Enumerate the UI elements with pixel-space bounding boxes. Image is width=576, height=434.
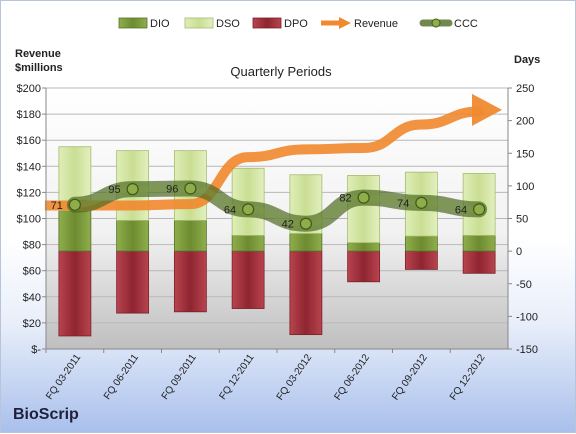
ccc-point [357, 191, 370, 204]
legend-swatch [252, 17, 282, 29]
x-tick-label: FQ 03-2012 [275, 352, 315, 402]
bar-dpo [289, 250, 323, 336]
x-tick-label: FQ 12-2011 [217, 352, 256, 402]
y-right-tick-label: 50 [516, 214, 528, 226]
y-left-tick-label: $200 [17, 83, 41, 95]
ccc-point [242, 203, 255, 216]
y-left-tick-label: $80 [23, 240, 41, 252]
bar-dio [347, 242, 381, 252]
y-left-tick-label: $40 [23, 292, 41, 304]
bar-dio [289, 233, 323, 252]
ccc-data-label: 64 [455, 204, 467, 216]
bar-dpo [404, 250, 438, 270]
y-left-tick-label: $60 [23, 266, 41, 278]
bar-dpo [462, 250, 496, 274]
ccc-point [415, 196, 428, 209]
y-right-tick-label: -50 [516, 279, 532, 291]
bar-dio [462, 235, 496, 252]
ccc-data-label: 95 [108, 184, 120, 196]
legend-swatch [118, 17, 148, 29]
y-left-tick-label: $100 [17, 214, 41, 226]
y-axis-left-label-line: Revenue [15, 48, 61, 60]
x-tick-label: FQ 09-2011 [160, 352, 199, 402]
bar-dpo [231, 250, 265, 309]
legend-label: DPO [284, 18, 308, 30]
legend-label: DIO [150, 18, 170, 30]
chart-title: Quarterly Periods [230, 64, 332, 79]
y-axis-left-label: Revenue $millions [15, 48, 63, 74]
x-tick-label: FQ 09-2012 [390, 352, 430, 402]
y-left-tick-label: $120 [17, 187, 41, 199]
bar-dpo [116, 250, 150, 314]
bar-dpo [173, 250, 207, 313]
y-right-tick-label: 250 [516, 83, 534, 95]
ccc-point [184, 182, 197, 195]
y-right-tick-label: 0 [516, 246, 522, 258]
legend-swatch [184, 17, 214, 29]
ccc-data-label: 74 [397, 198, 409, 210]
bar-dio [58, 210, 92, 252]
legend-swatch [339, 17, 351, 29]
y-right-tick-label: -100 [516, 311, 538, 323]
y-right-tick-label: 100 [516, 181, 534, 193]
ccc-data-label: 82 [339, 193, 351, 205]
y-right-tick-label: 150 [516, 148, 534, 160]
legend-swatch [431, 18, 441, 28]
y-right-tick-label: 200 [516, 116, 534, 128]
y-left-tick-label: $140 [17, 161, 41, 173]
x-tick-label: FQ 03-2011 [44, 352, 83, 402]
legend: DIO DSO DPO Revenue CCC [118, 17, 478, 30]
bar-dio [231, 235, 265, 252]
ccc-line-highlight [71, 185, 483, 227]
lines-layer: 71 95 96 64 42 82 74 64 [44, 93, 502, 232]
legend-label: DSO [216, 18, 240, 30]
y-axis-right-label: Days [514, 54, 540, 66]
revenue-line [44, 106, 485, 211]
ccc-data-label: 64 [224, 204, 236, 216]
legend-label: CCC [454, 18, 478, 30]
ccc-data-label: 42 [282, 219, 294, 231]
ccc-data-label: 71 [51, 200, 63, 212]
ccc-point [68, 198, 81, 211]
ccc-data-label: 96 [166, 183, 178, 195]
y-left-tick-label: $20 [23, 318, 41, 330]
ccc-point [126, 183, 139, 196]
ccc-point [299, 217, 312, 230]
bar-dio [173, 220, 207, 252]
x-tick-label: FQ 06-2011 [102, 352, 141, 402]
y-left-tick-label: $- [31, 344, 41, 356]
x-tick-label: FQ 12-2012 [448, 352, 488, 402]
bar-dio [116, 220, 150, 252]
bar-dio [404, 235, 438, 252]
y-axis-left-label-line: $millions [15, 62, 63, 74]
ccc-point [473, 203, 486, 216]
revenue-arrow-head [472, 93, 502, 126]
bar-dso [347, 175, 381, 244]
company-name: BioScrip [13, 406, 79, 423]
y-right-tick-label: -150 [516, 344, 538, 356]
y-left-tick-label: $180 [17, 109, 41, 121]
bar-dpo [58, 250, 92, 337]
x-tick-label: FQ 06-2012 [332, 352, 372, 402]
ccc-line [66, 180, 488, 232]
y-left-tick-label: $160 [17, 135, 41, 147]
legend-label: Revenue [354, 18, 398, 30]
bar-dpo [347, 250, 381, 283]
